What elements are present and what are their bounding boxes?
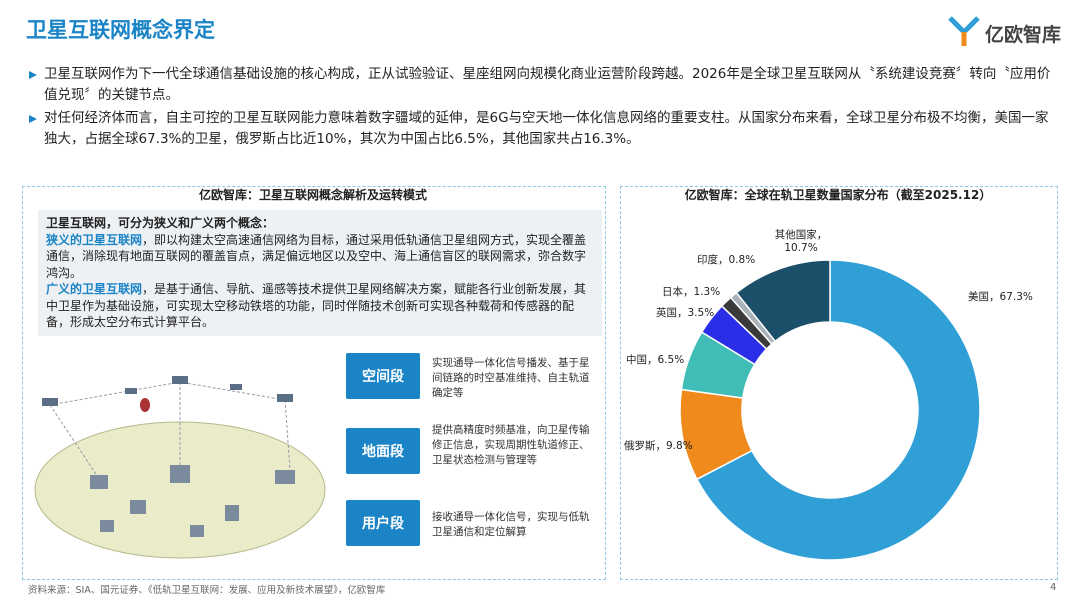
donut-slice — [695, 259, 981, 561]
panel-title: 亿欧智库：卫星互联网概念解析及运转模式 — [198, 188, 427, 202]
system-diagram — [34, 376, 326, 559]
term: 广义的卫星互联网 — [46, 282, 143, 296]
donut-slice — [735, 259, 831, 343]
logo-icon — [948, 16, 980, 46]
page-number: 4 — [1050, 582, 1057, 593]
logo-text: 亿欧智库 — [985, 24, 1062, 46]
left-panel — [22, 186, 606, 580]
definition: 狭义的卫星互联网，即以构建太空高速通信网络为目标，通过采用低轨通信卫星组网方式，… — [46, 232, 594, 282]
chart-title: 亿欧智库：全球在轨卫星数量国家分布（截至2025.12） — [684, 188, 992, 202]
bullet: 卫星互联网作为下一代全球通信基础设施的核心构成，正从试验验证、星座组网向规模化商… — [29, 64, 1054, 106]
data-label: 美国，67.3% — [968, 291, 1033, 303]
definition-text: ，即以构建太空高速通信网络为目标，通过采用低轨通信卫星组网方式，实现全覆盖通信，… — [46, 232, 587, 280]
right-panel — [620, 186, 1058, 580]
donut-chart — [679, 259, 981, 561]
data-label: 英国，3.5% — [656, 307, 715, 319]
segment-label: 地面段 — [346, 428, 420, 474]
segment-label: 用户段 — [346, 500, 420, 546]
segment-label: 空间段 — [346, 353, 420, 399]
definition-text: ，是基于通信、导航、遥感等技术提供卫星网络解决方案，赋能各行业创新发展，其中卫星… — [46, 282, 587, 329]
segment-text: 实现通导一体化信号播发、基于星间链路的时空基准维持、自主轨道确定等 — [432, 357, 590, 399]
definition: 广义的卫星互联网，是基于通信、导航、遥感等技术提供卫星网络解决方案，赋能各行业创… — [46, 281, 594, 331]
data-label: 其他国家，10.7% — [774, 229, 828, 254]
segment-text: 接收通导一体化信号，实现与低轨卫星通信和定位解算 — [432, 511, 590, 538]
data-label: 俄罗斯，9.8% — [624, 440, 693, 452]
data-label: 中国，6.5% — [626, 354, 685, 366]
definition-box: 卫星互联网，可分为狭义和广义两个概念： 狭义的卫星互联网，即以构建太空高速通信网… — [38, 210, 602, 336]
data-label: 印度，0.8% — [697, 254, 756, 266]
term: 狭义的卫星互联网 — [46, 232, 143, 247]
slide-title: 卫星互联网概念界定 — [26, 18, 215, 42]
bullet: 对任何经济体而言，自主可控的卫星互联网能力意味着数字疆域的延伸，是6G与空天地一… — [29, 108, 1054, 150]
intro: 卫星互联网，可分为狭义和广义两个概念： — [46, 216, 275, 230]
data-label: 日本，1.3% — [662, 286, 721, 298]
source-note: 资料来源：SIA、国元证券、《低轨卫星互联网：发展、应用及新技术展望》，亿欧智库 — [28, 585, 386, 596]
segment-text: 提供高精度时频基准，向卫星传输修正信息，实现周期性轨道修正、卫星状态检测与管理等 — [432, 424, 590, 466]
